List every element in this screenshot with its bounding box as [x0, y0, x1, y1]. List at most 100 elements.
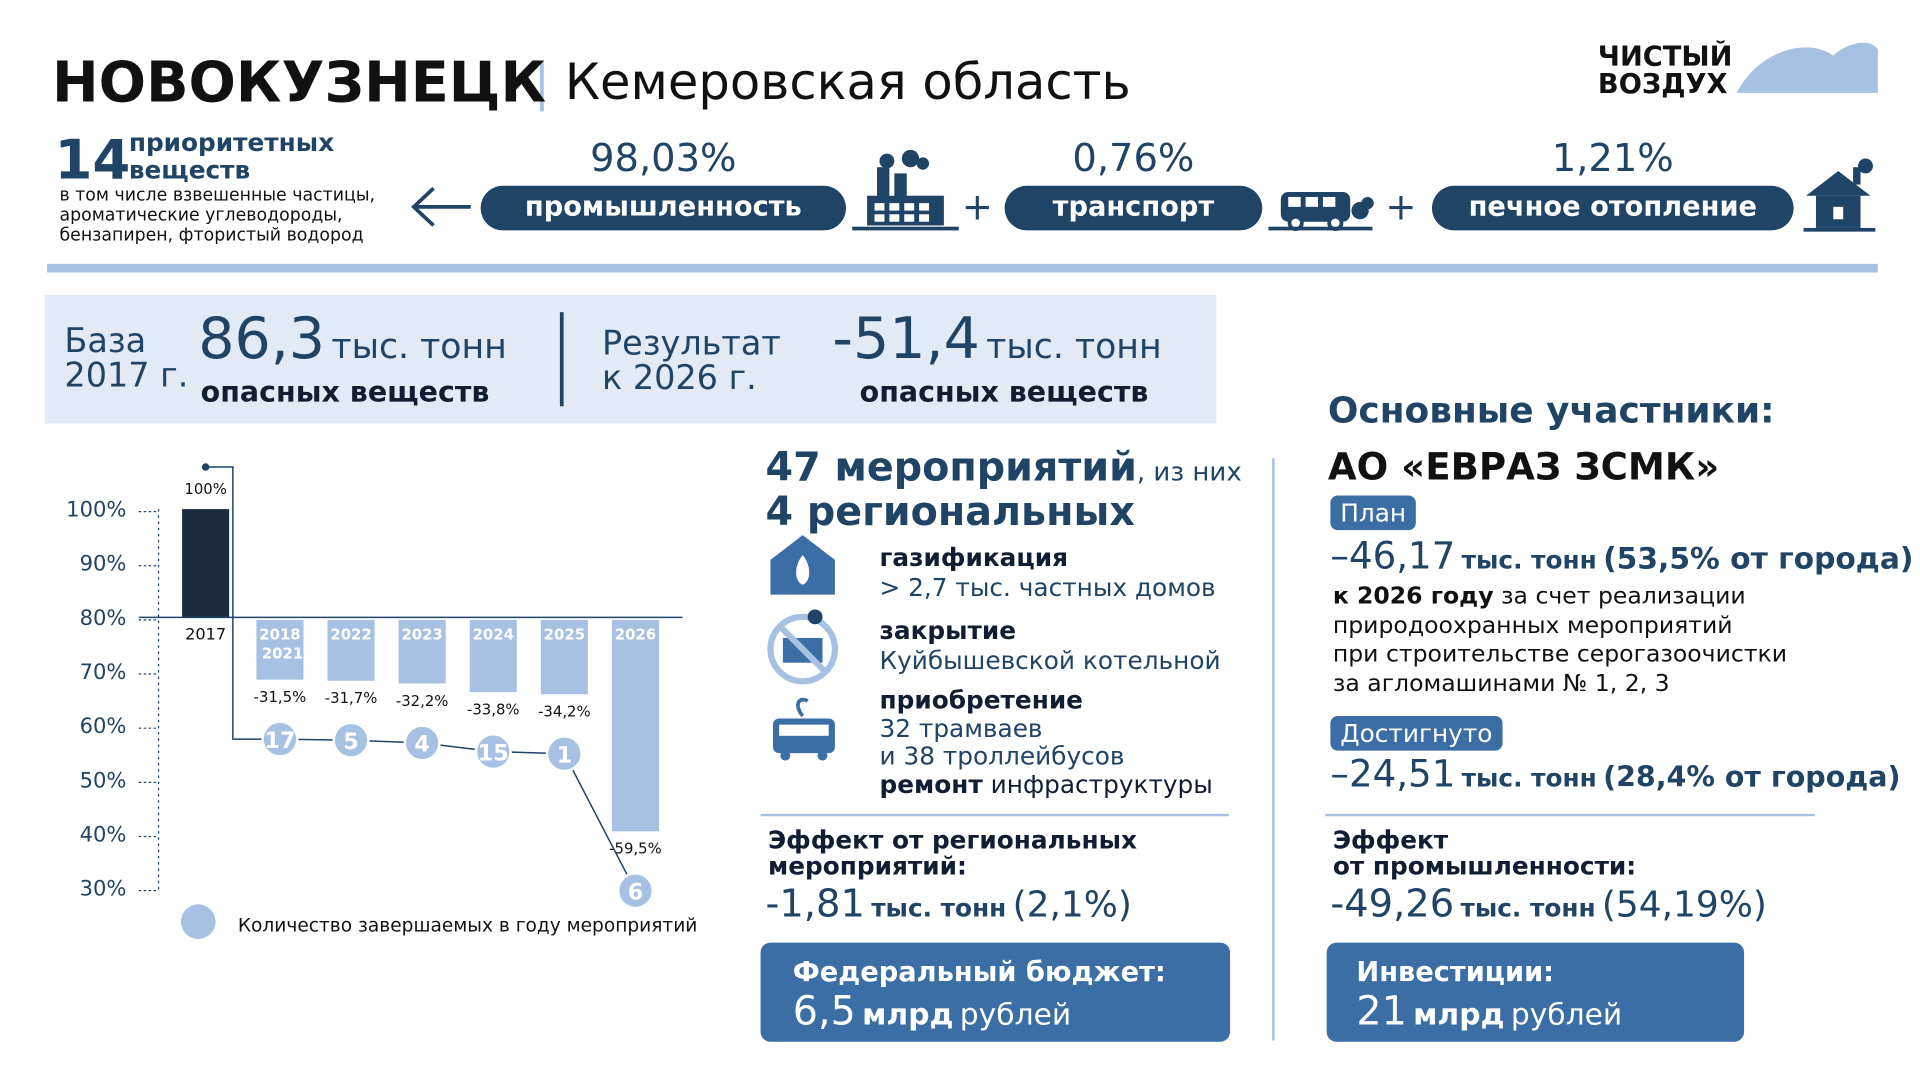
x-tick-label: 2022: [330, 626, 371, 644]
label-line: 2017 г.: [64, 356, 189, 396]
count-marker: [474, 733, 512, 771]
source-share: 1,21%: [1551, 136, 1674, 181]
unit: рублей: [1510, 997, 1623, 1032]
measure-item: газификация > 2,7 тыс. частных домов: [879, 543, 1215, 602]
participants-heading: Основные участники:: [1327, 388, 1775, 432]
note-line: ароматические углеводороды,: [59, 205, 343, 226]
item-extra: ремонт инфраструктуры: [879, 770, 1212, 798]
label-line: к 2026 г.: [602, 359, 757, 398]
x-tick-label: 2025: [544, 626, 585, 644]
unit: тыс. тонн: [1460, 893, 1596, 923]
share: (53,5% от города): [1603, 541, 1914, 577]
count-label: 6: [628, 879, 644, 905]
bar: [398, 619, 446, 684]
achieved-tag: Достигнуто: [1330, 715, 1503, 751]
x-tick-label: 2023: [401, 626, 442, 644]
item-title: закрытие: [879, 615, 1017, 646]
plan-line: за агломашинами № 1, 2, 3: [1332, 669, 1670, 697]
factory-windows: [874, 203, 930, 222]
y-tick-label: 40%: [80, 821, 127, 846]
plan-line: при строительстве серогазоочистки: [1332, 640, 1788, 668]
value: 6,5: [792, 987, 856, 1035]
bus-icon: [1268, 192, 1374, 232]
label-line: веществ: [128, 154, 251, 185]
base-value: 86,3 тыс. тонн: [198, 310, 507, 381]
value: –46,17: [1330, 535, 1456, 579]
item-line: > 2,7 тыс. частных домов: [879, 572, 1216, 603]
item-line: и 38 троллейбусов: [879, 740, 1125, 771]
bar: [469, 619, 517, 693]
company: АО «ЕВРАЗ ЗСМК»: [1327, 445, 1720, 490]
value-label: -33,8%: [467, 700, 520, 718]
count-label: 5: [343, 729, 359, 755]
federal-value: 6,5 млрд рублей: [793, 987, 1071, 1034]
house-icon: [1803, 158, 1876, 232]
value: -51,4: [832, 304, 980, 372]
plan-text: к 2026 году за счет реализации природоохр…: [1333, 582, 1787, 698]
count-label: 1: [557, 742, 573, 768]
base-bar: [182, 509, 230, 618]
result-label: Результат к 2026 г.: [602, 324, 781, 398]
count-marker: [332, 721, 370, 759]
invest-box: Инвестиции: 21 млрд рублей: [1326, 942, 1745, 1042]
headline: 47 мероприятий: [765, 443, 1137, 491]
count-label: 15: [478, 740, 509, 766]
share: (54,19%): [1601, 883, 1767, 926]
value-label: -31,7%: [325, 689, 378, 707]
substance-note: в том числе взвешенные частицы, ароматиче…: [59, 186, 375, 245]
city-title: НОВОКУЗНЕЦК: [52, 49, 547, 116]
base-label: База 2017 г.: [64, 322, 189, 396]
chart-legend: Количество завершаемых в году мероприяти…: [237, 914, 698, 937]
unit: тыс. тонн: [1461, 763, 1597, 793]
unit-bold: млрд: [1413, 997, 1505, 1032]
gas-icon: [770, 535, 835, 595]
plus: +: [1385, 185, 1416, 228]
y-tick-label: 90%: [80, 551, 127, 576]
trend-start: [201, 463, 210, 471]
source-share: 98,03%: [590, 136, 737, 181]
invest-value: 21 млрд рублей: [1356, 987, 1622, 1034]
unit-bold: млрд: [862, 997, 954, 1032]
base-category: 2017: [185, 625, 226, 644]
industry-value: -49,26 тыс. тонн (54,19%): [1330, 882, 1767, 927]
transport-icon: [772, 697, 835, 761]
y-tick-label: 50%: [80, 767, 127, 792]
unit: тыс. тонн: [1461, 545, 1597, 575]
source-name: транспорт: [1004, 185, 1263, 231]
label-line: База: [64, 322, 147, 361]
plan-bold: к 2026 году: [1332, 582, 1494, 610]
value: 21: [1356, 987, 1407, 1035]
measure-item: закрытие Куйбышевской котельной: [879, 616, 1220, 675]
y-tick-label: 100%: [66, 497, 126, 522]
value-label: -32,2%: [396, 692, 449, 710]
plan-line: за счет реализации: [1501, 582, 1746, 610]
effect-value: -1,81 тыс. тонн (2,1%): [766, 882, 1132, 927]
plan-tag: План: [1330, 495, 1417, 531]
plan-value: –46,17 тыс. тонн (53,5% от города): [1330, 535, 1913, 578]
bar: [611, 619, 659, 832]
substance-count: 14: [54, 128, 131, 193]
base-label: 100%: [184, 480, 226, 498]
source-name: печное отопление: [1431, 185, 1794, 231]
count-marker: [545, 735, 583, 773]
x-tick-label: 2018 2021: [257, 626, 304, 663]
measure-item: приобретение 32 трамваев и 38 троллейбусов…: [879, 686, 1212, 797]
label-line: приоритетных: [128, 127, 335, 158]
y-tick-label: 60%: [80, 713, 127, 738]
region-title: Кемеровская область: [564, 54, 1131, 112]
value: -49,26: [1330, 881, 1455, 927]
house-window: [1833, 206, 1844, 220]
federal-box: Федеральный бюджет: 6,5 млрд рублей: [760, 942, 1231, 1042]
unit: тыс. тонн: [986, 325, 1162, 367]
unit: рублей: [959, 997, 1072, 1032]
value: -1,81: [765, 881, 865, 927]
label-line: от промышленности:: [1332, 850, 1637, 881]
unit: тыс. тонн: [871, 893, 1007, 923]
plus: +: [962, 185, 993, 228]
count-label: 17: [264, 728, 295, 754]
label-line: Результат: [602, 324, 781, 363]
note-line: бензапирен, фтористый водород: [59, 225, 364, 246]
